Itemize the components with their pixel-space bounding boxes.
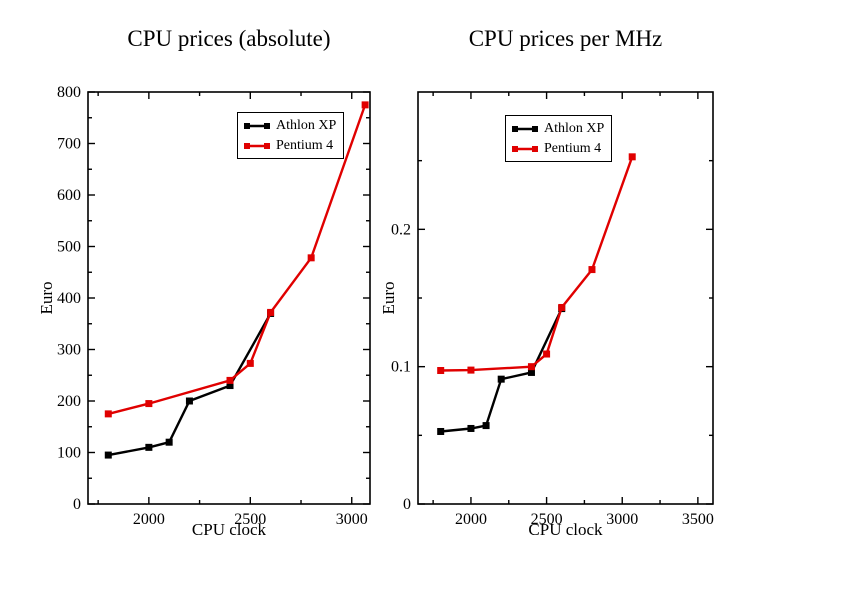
pentium-4-data-point-marker	[437, 367, 445, 375]
pentium-4-data-point-marker	[527, 363, 535, 371]
y-tick-label: 800	[57, 84, 81, 101]
athlon-xp-data-point-marker	[226, 382, 234, 390]
pentium-4-data-point-marker	[558, 303, 566, 311]
pentium-4-data-point-marker	[145, 400, 153, 408]
athlon-xp-data-point-marker	[145, 443, 153, 451]
legend-square-marker	[532, 125, 538, 132]
legend-entry-pentium-4: Pentium 4	[512, 140, 604, 157]
y-axis-label-text: Euro	[379, 281, 398, 315]
pentium-line-marker-icon	[244, 142, 270, 149]
y-tick-label: 500	[57, 239, 81, 256]
legend-square-marker	[264, 142, 270, 149]
pentium-4-data-point-marker	[267, 308, 275, 316]
athlon-xp-line	[108, 312, 272, 457]
chart-title-absolute: CPU prices (absolute)	[127, 26, 331, 51]
pentium-4-data-point-marker	[588, 266, 596, 274]
athlon-xp-data-point-marker	[267, 309, 275, 317]
legend-square-marker	[244, 122, 250, 129]
y-tick-label: 700	[57, 136, 81, 153]
legend-left: Athlon XP Pentium 4	[237, 112, 345, 159]
athlon-xp-data-point-marker	[482, 422, 490, 430]
y-tick-label: 100	[57, 445, 81, 462]
legend-label: Athlon XP	[544, 121, 605, 136]
y-tick-label: 0.2	[391, 221, 411, 238]
legend-entry-pentium-4: Pentium 4	[244, 137, 336, 154]
pentium-4-data-point-marker	[361, 101, 369, 109]
pentium-4-data-point-marker	[246, 359, 254, 367]
y-tick-label: 400	[57, 290, 81, 307]
pentium-4-data-point-marker	[226, 376, 234, 384]
y-tick-label: 200	[57, 393, 81, 410]
pentium-4-data-point-marker	[104, 410, 112, 418]
legend-entry-athlon-xp: Athlon XP	[244, 117, 336, 134]
athlon-xp-data-point-marker	[104, 451, 112, 459]
pentium-4-data-point-marker	[628, 153, 636, 161]
pentium-4-data-point-marker	[467, 366, 475, 374]
legend-square-marker	[512, 145, 518, 152]
x-axis-label-right: CPU clock	[528, 520, 603, 539]
pentium-line-marker-icon	[512, 145, 538, 152]
y-tick-label: 0	[73, 496, 81, 513]
athlon-xp-data-point-marker	[185, 397, 193, 405]
legend-square-marker	[512, 125, 518, 132]
legend-label: Athlon XP	[276, 118, 337, 133]
y-tick-label: 300	[57, 342, 81, 359]
athlon-line-marker-icon	[244, 122, 270, 129]
y-tick-label: 600	[57, 187, 81, 204]
athlon-xp-data-point-marker	[437, 427, 445, 435]
athlon-xp-data-point-marker	[558, 305, 566, 313]
athlon-xp-data-point-marker	[467, 424, 475, 432]
chart-title-per-mhz: CPU prices per MHz	[468, 26, 663, 51]
athlon-line-marker-icon	[512, 125, 538, 132]
legend-label: Pentium 4	[276, 138, 334, 153]
athlon-xp-data-point-marker	[527, 368, 535, 376]
legend-square-marker	[244, 142, 250, 149]
x-axis-label-left: CPU clock	[191, 520, 267, 539]
pentium-4-data-point-marker	[307, 254, 315, 262]
y-tick-label: 0	[403, 496, 411, 513]
y-tick-label: 0.1	[391, 359, 411, 376]
athlon-xp-data-point-marker	[497, 375, 505, 383]
y-axis-label-text: Euro	[37, 281, 56, 315]
pentium-4-line	[440, 156, 634, 372]
legend-right: Athlon XP Pentium 4	[505, 115, 613, 162]
legend-entry-athlon-xp: Athlon XP	[512, 120, 604, 137]
pentium-4-data-point-marker	[543, 350, 551, 358]
legend-square-marker	[532, 145, 538, 152]
legend-label: Pentium 4	[544, 141, 602, 156]
legend-square-marker	[264, 122, 270, 129]
athlon-xp-data-point-marker	[165, 438, 173, 446]
athlon-xp-line	[440, 308, 563, 433]
